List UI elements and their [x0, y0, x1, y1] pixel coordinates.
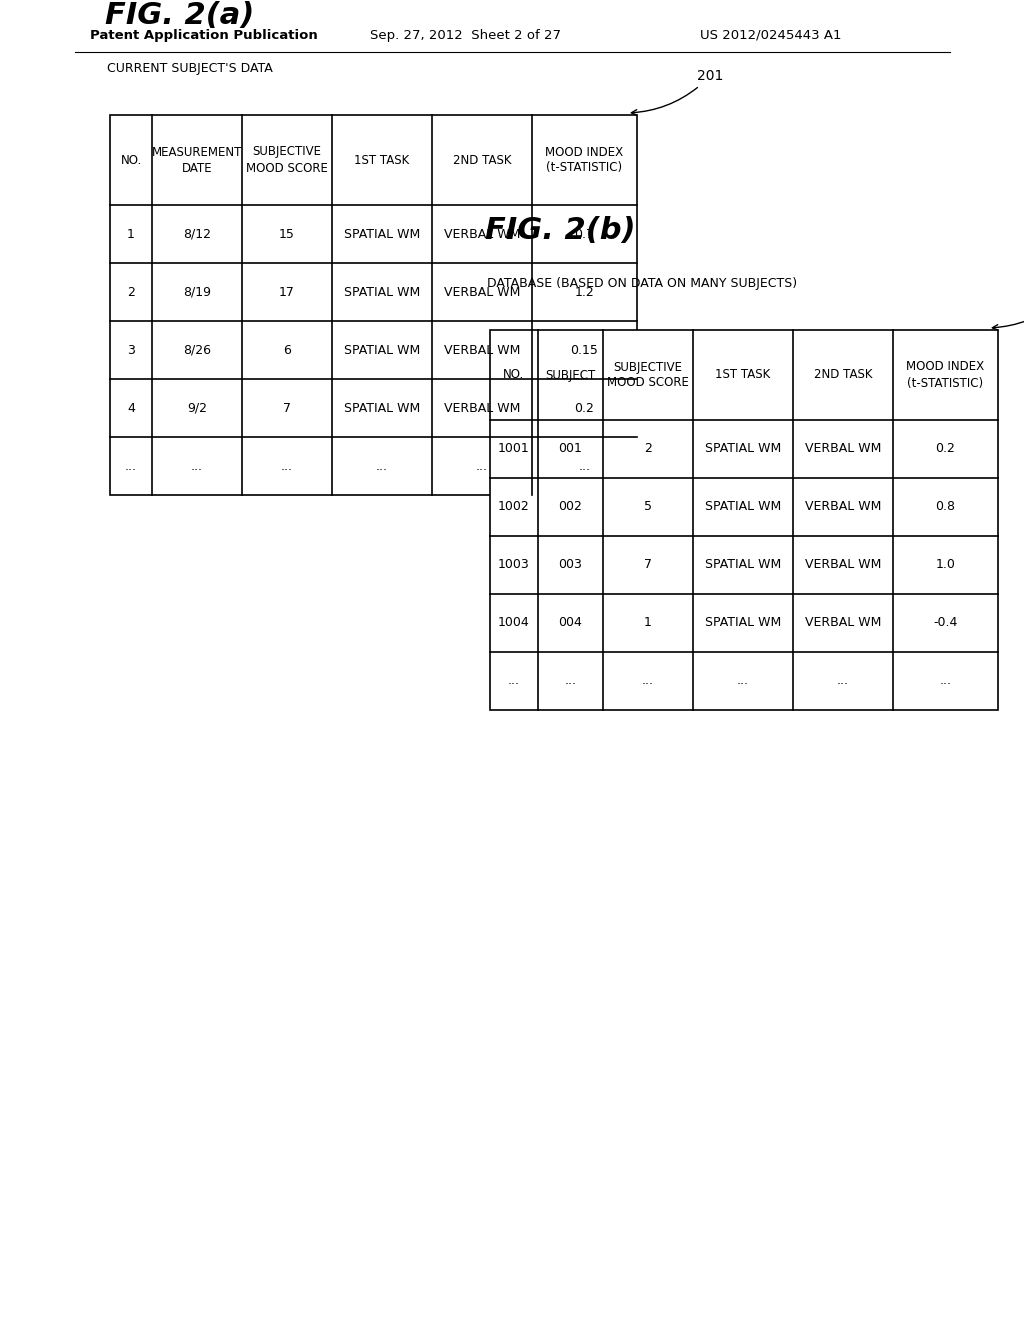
Text: ...: ... [508, 675, 520, 688]
Text: SPATIAL WM: SPATIAL WM [344, 285, 420, 298]
Text: 7: 7 [644, 558, 652, 572]
Text: 17: 17 [280, 285, 295, 298]
Text: 1ST TASK: 1ST TASK [354, 153, 410, 166]
Text: ...: ... [642, 675, 654, 688]
Text: SPATIAL WM: SPATIAL WM [344, 227, 420, 240]
Text: SPATIAL WM: SPATIAL WM [344, 401, 420, 414]
Text: 7: 7 [283, 401, 291, 414]
Text: VERBAL WM: VERBAL WM [805, 558, 882, 572]
Text: 1: 1 [127, 227, 135, 240]
Text: ...: ... [564, 675, 577, 688]
Text: ...: ... [125, 459, 137, 473]
Text: 6: 6 [283, 343, 291, 356]
Text: VERBAL WM: VERBAL WM [443, 227, 520, 240]
Text: ...: ... [837, 675, 849, 688]
Text: 5: 5 [644, 500, 652, 513]
Text: 002: 002 [558, 500, 583, 513]
Text: 8/26: 8/26 [183, 343, 211, 356]
Text: 003: 003 [558, 558, 583, 572]
Text: 8/19: 8/19 [183, 285, 211, 298]
Text: ...: ... [376, 459, 388, 473]
Text: 1002: 1002 [498, 500, 529, 513]
Text: 2ND TASK: 2ND TASK [814, 368, 872, 381]
Text: 0.2: 0.2 [936, 442, 955, 455]
Text: 2: 2 [644, 442, 652, 455]
Text: VERBAL WM: VERBAL WM [443, 401, 520, 414]
Text: 0.7: 0.7 [574, 227, 595, 240]
Text: 1ST TASK: 1ST TASK [716, 368, 771, 381]
Text: 1.2: 1.2 [574, 285, 594, 298]
Text: Patent Application Publication: Patent Application Publication [90, 29, 317, 41]
Bar [110, 115, 637, 495]
Text: FIG. 2(a): FIG. 2(a) [105, 1, 254, 30]
Text: FIG. 2(b): FIG. 2(b) [485, 216, 636, 246]
Text: 004: 004 [558, 616, 583, 630]
Text: 2ND TASK: 2ND TASK [453, 153, 511, 166]
Text: SUBJECTIVE
MOOD SCORE: SUBJECTIVE MOOD SCORE [607, 360, 689, 389]
Text: NO.: NO. [121, 153, 141, 166]
Bar [490, 330, 998, 710]
Text: 9/2: 9/2 [187, 401, 207, 414]
Text: 0.8: 0.8 [936, 500, 955, 513]
Text: SPATIAL WM: SPATIAL WM [705, 616, 781, 630]
Text: 1: 1 [644, 616, 652, 630]
Text: ...: ... [737, 675, 749, 688]
Text: 0.15: 0.15 [570, 343, 598, 356]
Text: MEASUREMENT
DATE: MEASUREMENT DATE [152, 145, 243, 174]
Text: 001: 001 [558, 442, 583, 455]
Text: SPATIAL WM: SPATIAL WM [705, 500, 781, 513]
Text: SPATIAL WM: SPATIAL WM [344, 343, 420, 356]
Text: MOOD INDEX
(t-STATISTIC): MOOD INDEX (t-STATISTIC) [906, 360, 984, 389]
Text: 0.2: 0.2 [574, 401, 595, 414]
Text: 1004: 1004 [498, 616, 529, 630]
Text: 1.0: 1.0 [936, 558, 955, 572]
Text: ...: ... [281, 459, 293, 473]
Text: 8/12: 8/12 [183, 227, 211, 240]
Text: Sep. 27, 2012  Sheet 2 of 27: Sep. 27, 2012 Sheet 2 of 27 [370, 29, 561, 41]
Text: NO.: NO. [504, 368, 524, 381]
Text: 3: 3 [127, 343, 135, 356]
Text: SUBJECT: SUBJECT [546, 368, 596, 381]
Text: US 2012/0245443 A1: US 2012/0245443 A1 [700, 29, 842, 41]
Text: 2: 2 [127, 285, 135, 298]
Text: 201: 201 [632, 69, 723, 115]
Text: VERBAL WM: VERBAL WM [805, 442, 882, 455]
Text: ...: ... [939, 675, 951, 688]
Text: MOOD INDEX
(t-STATISTIC): MOOD INDEX (t-STATISTIC) [546, 145, 624, 174]
Text: ...: ... [191, 459, 203, 473]
Text: VERBAL WM: VERBAL WM [443, 343, 520, 356]
Text: 1001: 1001 [498, 442, 529, 455]
Text: 202: 202 [992, 284, 1024, 330]
Text: VERBAL WM: VERBAL WM [805, 500, 882, 513]
Text: ...: ... [579, 459, 591, 473]
Text: CURRENT SUBJECT'S DATA: CURRENT SUBJECT'S DATA [106, 62, 272, 75]
Text: VERBAL WM: VERBAL WM [805, 616, 882, 630]
Text: -0.4: -0.4 [933, 616, 957, 630]
Text: SPATIAL WM: SPATIAL WM [705, 442, 781, 455]
Text: SPATIAL WM: SPATIAL WM [705, 558, 781, 572]
Text: 15: 15 [280, 227, 295, 240]
Text: 4: 4 [127, 401, 135, 414]
Text: VERBAL WM: VERBAL WM [443, 285, 520, 298]
Text: SUBJECTIVE
MOOD SCORE: SUBJECTIVE MOOD SCORE [246, 145, 328, 174]
Text: 1003: 1003 [498, 558, 529, 572]
Text: ...: ... [476, 459, 488, 473]
Text: DATABASE (BASED ON DATA ON MANY SUBJECTS): DATABASE (BASED ON DATA ON MANY SUBJECTS… [487, 277, 797, 290]
